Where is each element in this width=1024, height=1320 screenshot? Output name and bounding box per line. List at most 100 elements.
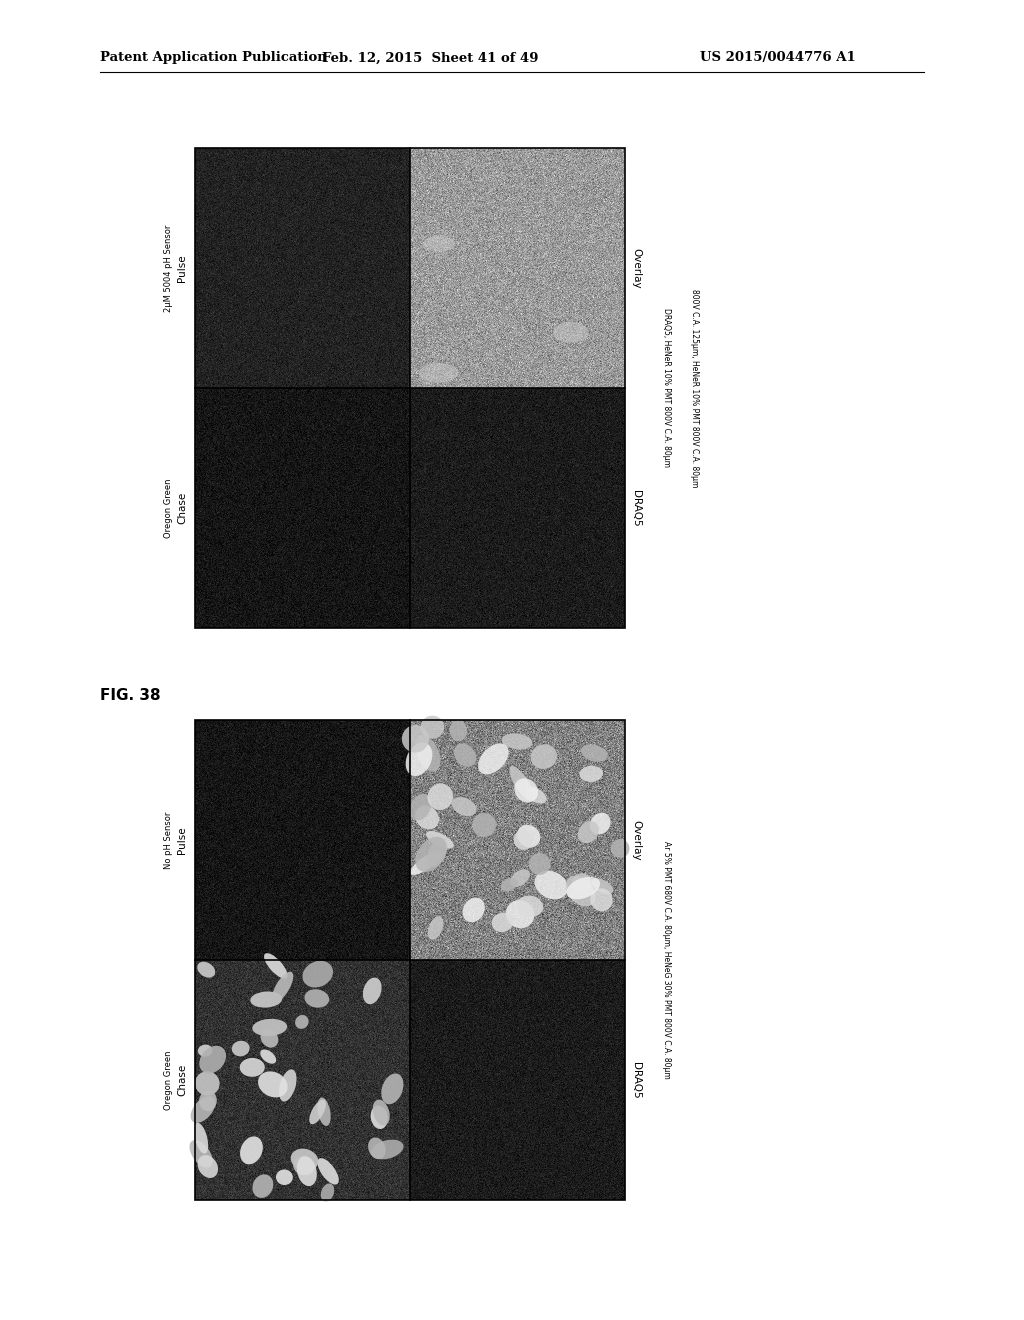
Ellipse shape xyxy=(260,1028,279,1048)
Ellipse shape xyxy=(297,1156,316,1187)
Ellipse shape xyxy=(406,742,432,776)
Ellipse shape xyxy=(198,1155,218,1177)
Ellipse shape xyxy=(452,797,476,816)
Ellipse shape xyxy=(566,876,600,899)
Text: Chase: Chase xyxy=(177,1064,187,1096)
Ellipse shape xyxy=(293,1155,315,1175)
Ellipse shape xyxy=(240,1137,263,1164)
Text: Ar 5% PMT 680V C.A. 80μm, HeNeG 30% PMT 800V C.A. 80μm: Ar 5% PMT 680V C.A. 80μm, HeNeG 30% PMT … xyxy=(663,841,672,1078)
Ellipse shape xyxy=(309,1100,326,1125)
Ellipse shape xyxy=(450,721,467,741)
Ellipse shape xyxy=(190,1096,215,1123)
Ellipse shape xyxy=(194,1123,208,1154)
Ellipse shape xyxy=(553,322,589,343)
Ellipse shape xyxy=(590,888,612,911)
Ellipse shape xyxy=(415,805,439,829)
Ellipse shape xyxy=(514,779,539,803)
Ellipse shape xyxy=(253,1175,273,1199)
Ellipse shape xyxy=(426,832,454,849)
Ellipse shape xyxy=(592,878,613,894)
Ellipse shape xyxy=(581,744,607,762)
Text: Oregon Green: Oregon Green xyxy=(164,1051,173,1110)
Text: Overlay: Overlay xyxy=(631,248,641,288)
Ellipse shape xyxy=(252,1019,287,1036)
Ellipse shape xyxy=(410,793,431,821)
Ellipse shape xyxy=(578,821,599,843)
Ellipse shape xyxy=(362,978,382,1005)
Ellipse shape xyxy=(381,1073,403,1105)
Text: Oregon Green: Oregon Green xyxy=(164,478,173,537)
Ellipse shape xyxy=(200,1045,226,1073)
Ellipse shape xyxy=(317,1158,339,1184)
Text: US 2015/0044776 A1: US 2015/0044776 A1 xyxy=(700,51,856,65)
Ellipse shape xyxy=(231,1040,250,1056)
Text: No pH Sensor: No pH Sensor xyxy=(164,812,173,869)
Ellipse shape xyxy=(199,1090,217,1111)
Ellipse shape xyxy=(463,898,485,923)
Ellipse shape xyxy=(517,825,541,847)
Ellipse shape xyxy=(304,989,329,1007)
Ellipse shape xyxy=(502,734,532,750)
Ellipse shape xyxy=(401,725,429,752)
Text: Feb. 12, 2015  Sheet 41 of 49: Feb. 12, 2015 Sheet 41 of 49 xyxy=(322,51,539,65)
Ellipse shape xyxy=(514,830,534,850)
Text: DRAQ5: DRAQ5 xyxy=(631,1061,641,1098)
Ellipse shape xyxy=(472,813,496,837)
Text: 2μM 5004 pH Sensor: 2μM 5004 pH Sensor xyxy=(164,224,173,312)
Ellipse shape xyxy=(478,743,509,775)
Ellipse shape xyxy=(423,235,456,252)
Ellipse shape xyxy=(373,1100,390,1126)
Ellipse shape xyxy=(321,1184,334,1201)
Ellipse shape xyxy=(535,871,568,899)
Ellipse shape xyxy=(510,766,534,800)
Ellipse shape xyxy=(264,953,288,978)
Bar xyxy=(195,148,625,628)
Ellipse shape xyxy=(528,853,551,875)
Ellipse shape xyxy=(279,1069,297,1102)
Ellipse shape xyxy=(510,869,529,887)
Ellipse shape xyxy=(419,363,459,383)
Ellipse shape xyxy=(195,1072,219,1096)
Ellipse shape xyxy=(240,1057,265,1077)
Ellipse shape xyxy=(571,874,591,892)
Text: Patent Application Publication: Patent Application Publication xyxy=(100,51,327,65)
Ellipse shape xyxy=(427,838,447,867)
Ellipse shape xyxy=(590,813,610,834)
Text: Pulse: Pulse xyxy=(177,255,187,281)
Ellipse shape xyxy=(250,991,283,1007)
Ellipse shape xyxy=(275,1170,293,1185)
Ellipse shape xyxy=(454,743,476,767)
Ellipse shape xyxy=(198,962,215,978)
Ellipse shape xyxy=(189,1140,213,1168)
Ellipse shape xyxy=(492,912,513,932)
Ellipse shape xyxy=(580,766,603,781)
Ellipse shape xyxy=(421,715,444,739)
Ellipse shape xyxy=(258,1072,288,1097)
Ellipse shape xyxy=(368,1138,386,1159)
Text: DRAQ5, HeNeR 10% PMT 800V C.A. 80μm: DRAQ5, HeNeR 10% PMT 800V C.A. 80μm xyxy=(663,309,672,467)
Text: Overlay: Overlay xyxy=(631,820,641,861)
Ellipse shape xyxy=(530,744,557,770)
Ellipse shape xyxy=(291,1148,318,1171)
Text: Chase: Chase xyxy=(177,492,187,524)
Ellipse shape xyxy=(198,1044,213,1056)
Text: 800V C.A. 125μm, HeNeR 10% PMT 800V C.A. 80μm: 800V C.A. 125μm, HeNeR 10% PMT 800V C.A.… xyxy=(690,289,699,487)
Ellipse shape xyxy=(506,900,535,928)
Ellipse shape xyxy=(302,961,333,987)
Ellipse shape xyxy=(260,1049,276,1064)
Ellipse shape xyxy=(416,837,446,873)
Bar xyxy=(195,719,625,1200)
Ellipse shape xyxy=(427,784,454,810)
Ellipse shape xyxy=(317,1097,331,1126)
Ellipse shape xyxy=(566,875,595,907)
Ellipse shape xyxy=(517,895,544,917)
Text: Pulse: Pulse xyxy=(177,826,187,854)
Ellipse shape xyxy=(428,916,443,940)
Ellipse shape xyxy=(411,851,441,875)
Text: FIG. 38: FIG. 38 xyxy=(100,688,161,702)
Text: DRAQ5: DRAQ5 xyxy=(631,490,641,527)
Ellipse shape xyxy=(415,735,440,772)
Ellipse shape xyxy=(525,787,547,804)
Ellipse shape xyxy=(610,840,630,858)
Ellipse shape xyxy=(295,1015,308,1028)
